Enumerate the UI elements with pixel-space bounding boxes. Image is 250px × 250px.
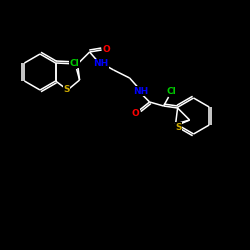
Text: Cl: Cl (167, 86, 176, 96)
Text: Cl: Cl (70, 58, 80, 68)
Text: NH: NH (133, 86, 148, 96)
Text: O: O (132, 110, 140, 118)
Text: S: S (175, 122, 182, 132)
Text: O: O (103, 44, 110, 54)
Text: S: S (63, 86, 70, 94)
Text: NH: NH (93, 60, 108, 68)
